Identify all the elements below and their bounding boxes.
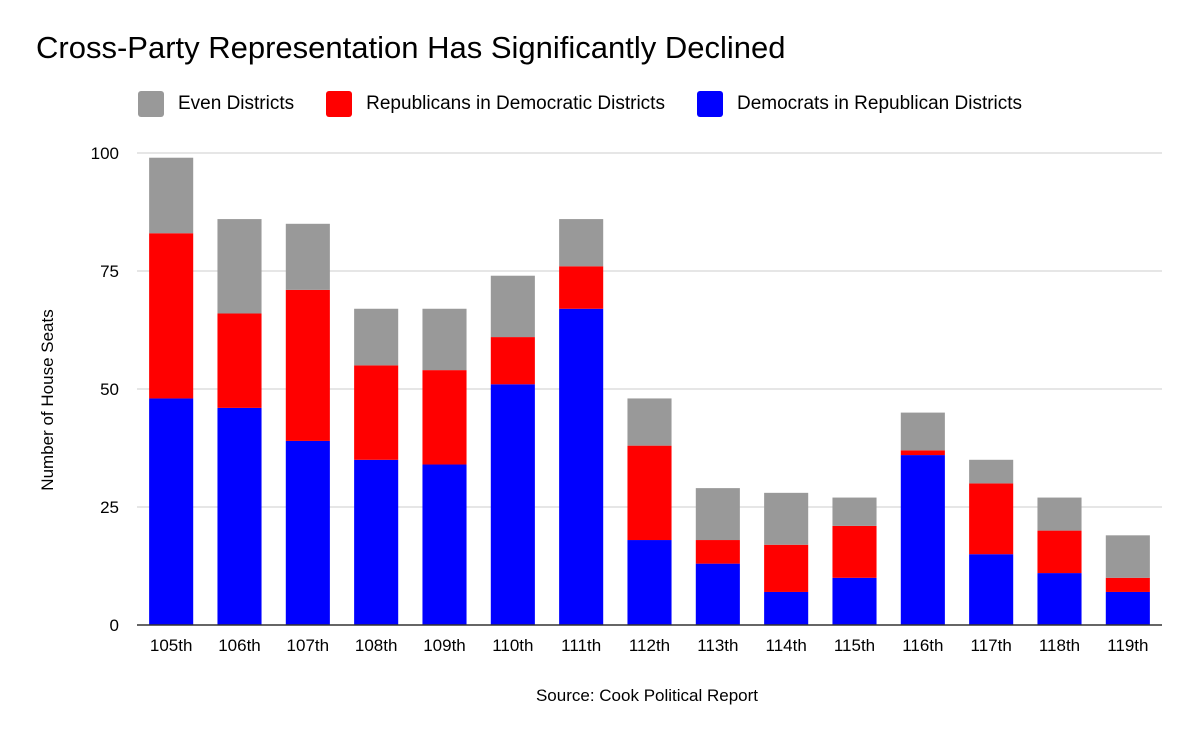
y-axis-title: Number of House Seats	[38, 309, 57, 490]
bar-republicans-in-democratic-districts-107th	[285, 289, 330, 441]
bar-republicans-in-democratic-districts-119th	[1105, 577, 1150, 592]
legend-swatch	[138, 91, 164, 117]
legend: Even Districts Republicans in Democratic …	[138, 91, 1054, 117]
bar-even-districts-108th	[354, 308, 399, 366]
bar-democrats-in-republican-districts-117th	[969, 554, 1014, 625]
bar-even-districts-119th	[1105, 535, 1150, 578]
bar-republicans-in-democratic-districts-115th	[832, 525, 877, 578]
x-tick-label-110th: 110th	[492, 636, 533, 655]
bar-republicans-in-democratic-districts-105th	[149, 233, 194, 399]
bar-even-districts-107th	[285, 223, 330, 290]
bar-democrats-in-republican-districts-112th	[627, 540, 672, 625]
x-tick-label-114th: 114th	[766, 636, 807, 655]
x-tick-label-119th: 119th	[1107, 636, 1148, 655]
x-tick-label-112th: 112th	[629, 636, 670, 655]
bar-even-districts-117th	[969, 459, 1014, 484]
bar-republicans-in-democratic-districts-106th	[217, 313, 262, 408]
bar-democrats-in-republican-districts-108th	[354, 459, 399, 625]
bars	[149, 157, 1150, 625]
bar-even-districts-106th	[217, 219, 262, 314]
bar-even-districts-118th	[1037, 497, 1082, 531]
x-tick-label-108th: 108th	[355, 636, 398, 655]
bar-even-districts-105th	[149, 157, 194, 234]
chart-title: Cross-Party Representation Has Significa…	[36, 30, 786, 65]
legend-label: Even Districts	[178, 93, 295, 114]
bar-republicans-in-democratic-districts-118th	[1037, 530, 1082, 574]
legend-label: Republicans in Democratic Districts	[366, 93, 665, 114]
bar-republicans-in-democratic-districts-116th	[900, 450, 945, 456]
x-tick-label-117th: 117th	[971, 636, 1012, 655]
bar-republicans-in-democratic-districts-112th	[627, 445, 672, 541]
axes: 0 25 50 75 100 105th 106th 107th 108th 109th 110th…	[91, 144, 1162, 655]
bar-even-districts-114th	[764, 492, 809, 545]
bar-even-districts-115th	[832, 497, 877, 526]
legend-swatch	[326, 91, 353, 117]
bar-republicans-in-democratic-districts-111th	[559, 266, 604, 309]
x-tick-label-106th: 106th	[218, 636, 261, 655]
x-tick-label-109th: 109th	[423, 636, 466, 655]
y-tick-label: 75	[100, 262, 119, 281]
bar-democrats-in-republican-districts-119th	[1105, 591, 1150, 625]
bar-democrats-in-republican-districts-110th	[490, 384, 535, 625]
bar-democrats-in-republican-districts-114th	[764, 591, 809, 625]
y-tick-label: 100	[91, 144, 119, 163]
x-tick-label-116th: 116th	[902, 636, 943, 655]
bar-democrats-in-republican-districts-105th	[149, 398, 194, 625]
bar-democrats-in-republican-districts-116th	[900, 455, 945, 625]
bar-even-districts-109th	[422, 308, 467, 371]
x-tick-label-115th: 115th	[834, 636, 875, 655]
bar-even-districts-112th	[627, 398, 672, 446]
bar-even-districts-113th	[695, 488, 740, 541]
bar-democrats-in-republican-districts-106th	[217, 407, 262, 625]
bar-republicans-in-democratic-districts-113th	[695, 540, 740, 564]
x-tick-label-111th: 111th	[561, 636, 601, 655]
x-axis-title: Source: Cook Political Report	[536, 686, 758, 705]
bar-democrats-in-republican-districts-109th	[422, 464, 467, 625]
bar-democrats-in-republican-districts-115th	[832, 577, 877, 625]
bar-democrats-in-republican-districts-118th	[1037, 573, 1082, 625]
y-tick-label: 25	[100, 498, 119, 517]
bar-even-districts-111th	[559, 219, 604, 267]
bar-republicans-in-democratic-districts-110th	[490, 337, 535, 385]
legend-item-democrats-in-republican-districts: Democrats in Republican Districts	[696, 91, 1023, 117]
x-tick-label-107th: 107th	[287, 636, 330, 655]
x-tick-label-105th: 105th	[150, 636, 193, 655]
x-tick-label-113th: 113th	[697, 636, 738, 655]
legend-item-even-districts: Even Districts	[138, 91, 294, 117]
bar-democrats-in-republican-districts-113th	[695, 563, 740, 625]
bar-democrats-in-republican-districts-111th	[559, 308, 604, 625]
y-tick-label: 50	[100, 380, 119, 399]
y-tick-label: 0	[110, 616, 119, 635]
bar-democrats-in-republican-districts-107th	[285, 440, 330, 625]
bar-republicans-in-democratic-districts-109th	[422, 370, 467, 465]
bar-even-districts-110th	[490, 275, 535, 338]
bar-republicans-in-democratic-districts-114th	[764, 544, 809, 592]
bar-republicans-in-democratic-districts-108th	[354, 365, 399, 460]
bar-republicans-in-democratic-districts-117th	[969, 483, 1014, 555]
bar-even-districts-116th	[900, 412, 945, 451]
legend-label: Democrats in Republican Districts	[736, 93, 1023, 114]
legend-item-republicans-in-democratic-districts: Republicans in Democratic Districts	[326, 91, 665, 117]
x-tick-label-118th: 118th	[1039, 636, 1080, 655]
legend-swatch	[696, 91, 723, 117]
